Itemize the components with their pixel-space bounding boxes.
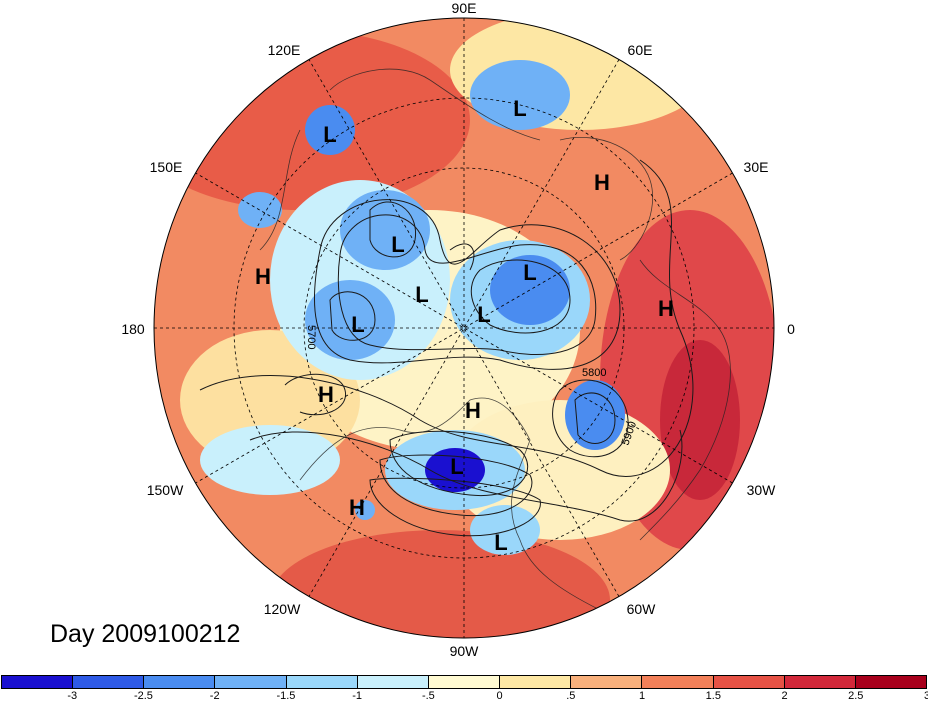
cool-anomaly-region <box>340 190 430 270</box>
colorbar <box>1 675 927 689</box>
colorbar-swatch <box>73 676 145 688</box>
colorbar-tick-label: -3 <box>67 690 78 702</box>
low-pressure-center: L <box>351 312 364 337</box>
cool-anomaly-region <box>305 280 395 360</box>
colorbar-tick-label: .5 <box>566 690 576 702</box>
colorbar-tick-label: 0 <box>496 690 503 702</box>
lon-label-90w: 90W <box>449 643 479 659</box>
cool-anomaly-region <box>355 500 375 520</box>
high-pressure-center: H <box>318 382 334 407</box>
colorbar-tick-label: -.5 <box>421 690 435 702</box>
warm-anomaly-region <box>270 530 610 638</box>
cool-anomaly-region <box>425 448 485 492</box>
lon-label-60e: 60E <box>627 42 653 58</box>
colorbar-swatch <box>428 676 501 688</box>
lon-label-120e: 120E <box>267 42 301 58</box>
low-pressure-center: L <box>513 96 526 121</box>
lon-label-30w: 30W <box>746 482 776 498</box>
cool-anomaly-region <box>470 505 540 555</box>
lon-label-60w: 60W <box>626 601 656 617</box>
colorbar-tick-label: -1 <box>352 690 363 702</box>
colorbar-swatch <box>784 676 856 688</box>
colorbar-swatch <box>642 676 714 688</box>
colorbar-tick-label: 1.5 <box>705 690 721 702</box>
low-pressure-center: L <box>391 232 404 257</box>
lon-label-180: 180 <box>121 321 145 337</box>
cool-anomaly-region <box>490 255 570 325</box>
colorbar-tick-label: 2 <box>781 690 788 702</box>
colorbar-tick-label: 3 <box>923 690 928 702</box>
colorbar-tick-label: 2.5 <box>848 690 864 702</box>
high-pressure-center: H <box>465 398 481 423</box>
colorbar-swatch <box>2 676 74 688</box>
contour-label: 5800 <box>582 367 606 379</box>
low-pressure-center: L <box>415 282 428 307</box>
high-pressure-center: H <box>594 170 610 195</box>
colorbar-swatch <box>855 676 927 688</box>
coastlines <box>259 68 731 611</box>
high-pressure-center: H <box>255 264 271 289</box>
colorbar-swatch <box>500 676 572 688</box>
day-label: Day 2009100212 <box>50 620 241 648</box>
low-pressure-center: L <box>523 260 536 285</box>
lon-label-150e: 150E <box>149 159 183 175</box>
colorbar-swatch <box>571 676 643 688</box>
low-pressure-center: L <box>450 454 463 479</box>
colorbar-tick-label: 1 <box>639 690 646 702</box>
high-pressure-center: H <box>658 296 674 321</box>
colorbar-swatch <box>713 676 785 688</box>
cool-anomaly-region <box>565 380 625 450</box>
colorbar-tick-label: -2 <box>209 690 220 702</box>
low-pressure-center: L <box>323 122 336 147</box>
lon-label-150w: 150W <box>146 482 184 498</box>
colorbar-swatch <box>286 676 358 688</box>
lon-label-120w: 120W <box>263 601 301 617</box>
colorbar-tick-label: -2.5 <box>133 690 153 702</box>
height-contours <box>199 159 694 537</box>
colorbar-swatch <box>357 676 429 688</box>
colorbar-swatch <box>144 676 216 688</box>
colorbar-swatch <box>215 676 287 688</box>
cool-anomaly-region <box>200 425 340 495</box>
graticule <box>153 17 775 639</box>
lon-label-90e: 90E <box>451 0 477 16</box>
colorbar-tick-label: -1.5 <box>276 690 296 702</box>
lon-label-0: 0 <box>787 321 795 337</box>
low-pressure-center: L <box>494 530 507 555</box>
cool-anomaly-region <box>238 192 282 228</box>
contour-label: 5700 <box>305 325 317 349</box>
low-pressure-center: L <box>477 302 490 327</box>
lon-label-30e: 30E <box>743 159 769 175</box>
warm-anomaly-region <box>660 340 740 500</box>
high-pressure-center: H <box>349 495 365 520</box>
